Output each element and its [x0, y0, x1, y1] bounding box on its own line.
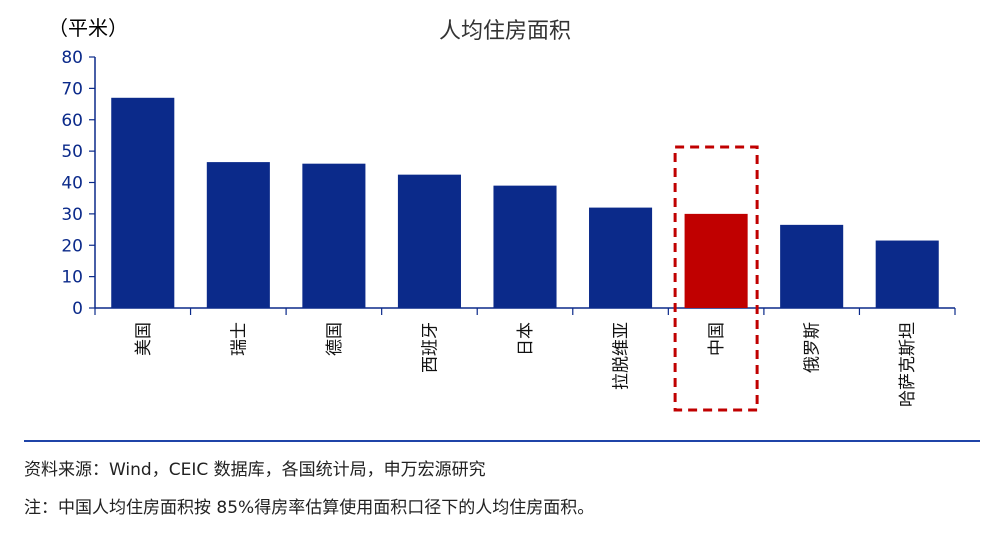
y-tick-label: 70	[61, 79, 83, 99]
bar-中国	[684, 213, 748, 308]
bar-日本	[493, 185, 557, 308]
source-note: 资料来源：Wind，CEIC 数据库，各国统计局，申万宏源研究	[24, 460, 486, 480]
x-tick-labels: 美国 瑞士 德国 西班牙 日本 拉脱维亚 中国 俄罗斯 哈萨克斯坦	[134, 145, 918, 412]
y-tick-label: 80	[61, 48, 83, 68]
y-tick-label: 50	[61, 142, 83, 162]
x-tick-label: 拉脱维亚	[612, 322, 632, 390]
y-tick-label: 30	[61, 205, 83, 225]
y-tick-label: 0	[72, 299, 83, 319]
x-tick-label: 美国	[134, 322, 154, 356]
x-tick-label: 哈萨克斯坦	[898, 322, 918, 407]
x-tick-label: 西班牙	[420, 322, 440, 373]
highlight-box	[673, 145, 759, 412]
bar-chart: 人均住房面积 （平米） 0 10 20 30 40 50 60 70 80 美国 瑞士 德国 西班牙 日…	[48, 16, 956, 412]
bar-美国	[111, 97, 175, 308]
bar-拉脱维亚	[589, 207, 653, 308]
bar-瑞士	[206, 162, 270, 308]
chart-title: 人均住房面积	[439, 19, 571, 44]
x-tick-label: 瑞士	[229, 322, 249, 356]
x-tick-label: 日本	[516, 322, 536, 356]
footnote: 注：中国人均住房面积按 85%得房率估算使用面积口径下的人均住房面积。	[24, 498, 595, 518]
bars	[111, 97, 939, 308]
bar-德国	[302, 163, 366, 308]
y-axis-unit-label: （平米）	[48, 16, 128, 40]
bar-俄罗斯	[780, 224, 844, 308]
y-tick-label: 20	[61, 236, 83, 256]
x-tick-label: 俄罗斯	[803, 322, 823, 373]
y-tick-label: 40	[61, 174, 83, 194]
x-tick-label: 德国	[325, 322, 345, 356]
y-tick-label: 10	[61, 268, 83, 288]
footer-divider	[24, 440, 980, 442]
x-tick-label: 中国	[707, 322, 727, 356]
y-tick-label: 60	[61, 111, 83, 131]
bar-哈萨克斯坦	[875, 240, 939, 308]
bar-西班牙	[397, 174, 461, 308]
